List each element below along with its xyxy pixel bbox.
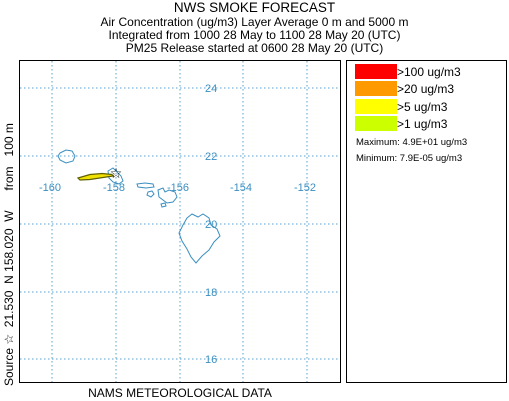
lon-label-152: -152 (294, 182, 316, 194)
map-panel: -160 -158 -156 -154 -152 24 22 20 18 16 … (19, 60, 341, 383)
source-marker-icon: ☆ (110, 166, 123, 182)
lat-lon-grid (20, 61, 340, 382)
legend-swatch-lime (355, 116, 397, 131)
map-title: NWS SMOKE FORECAST (173, 0, 336, 15)
legend-label-20: >20 ug/m3 (397, 82, 455, 96)
lon-label-160: -160 (39, 182, 61, 194)
maui-coast (157, 187, 178, 204)
lat-label-24: 24 (205, 83, 217, 95)
legend-label-1: >1 ug/m3 (397, 117, 448, 131)
kahoolawe-coast (160, 202, 167, 208)
coastlines (57, 149, 221, 264)
legend-swatch-yellow (355, 99, 397, 114)
lat-label-16: 16 (205, 354, 217, 366)
kauai-coast (57, 149, 76, 164)
legend-label-5: >5 ug/m3 (397, 100, 448, 114)
lon-label-154: -154 (230, 182, 252, 194)
oahu-coast (107, 167, 124, 185)
legend-swatch-red (355, 64, 397, 79)
legend-swatch-orange (355, 81, 397, 96)
lat-label-22: 22 (205, 151, 217, 163)
lon-label-158: -158 (103, 182, 125, 194)
smoke-plume (76, 172, 115, 181)
lon-label-156: -156 (167, 182, 189, 194)
meteorological-data-footer: NAMS METEOROLOGICAL DATA (88, 386, 272, 400)
source-location-label: Source ☆ 21.530 N 158.020 W from 100 m (2, 123, 16, 386)
legend-label-100: >100 ug/m3 (397, 65, 461, 79)
hawaii-map: -160 -158 -156 -154 -152 24 22 20 18 16 … (20, 61, 340, 382)
big-island-coast (178, 213, 221, 264)
lanai-coast (146, 190, 155, 198)
release-start: PM25 Release started at 0600 28 May 20 (… (125, 41, 384, 55)
molokai-coast (136, 182, 155, 189)
concentration-subtitle: Air Concentration (ug/m3) Layer Average … (100, 15, 409, 29)
lat-label-18: 18 (205, 287, 217, 299)
plume-concentration-contour (76, 172, 115, 181)
maximum-value: Maximum: 4.9E+01 ug/m3 (356, 137, 468, 148)
integration-period: Integrated from 1000 28 May to 1100 28 M… (108, 28, 401, 42)
lon-tick-labels: -160 -158 -156 -154 -152 (39, 182, 316, 194)
source-location-sidebar: Source ☆ 21.530 N 158.020 W from 100 m (2, 123, 16, 386)
legend-panel: >100 ug/m3 >20 ug/m3 >5 ug/m3 >1 ug/m3 M… (346, 60, 507, 383)
minimum-value: Minimum: 7.9E-05 ug/m3 (356, 153, 463, 164)
